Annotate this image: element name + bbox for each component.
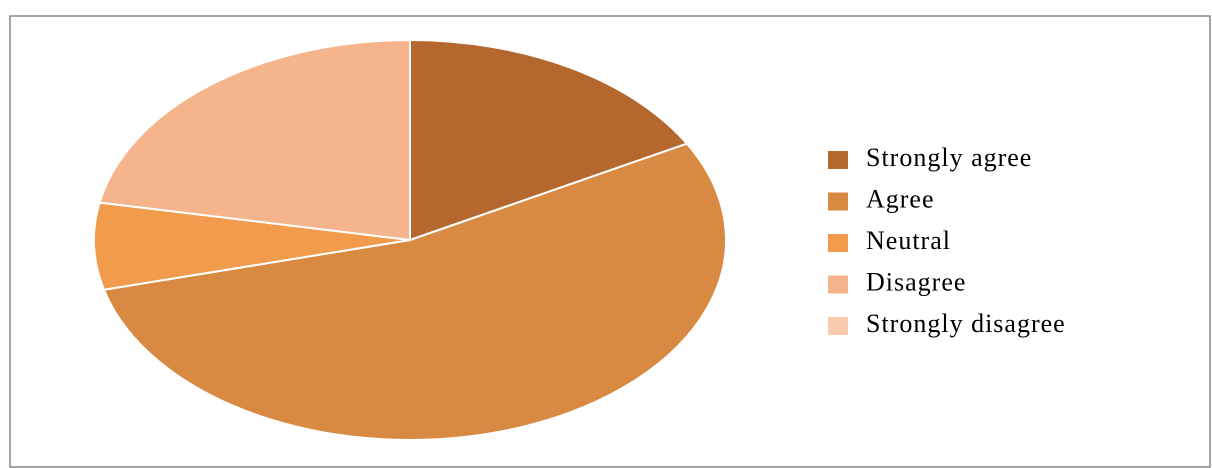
legend-swatch bbox=[828, 275, 848, 294]
legend-label: Neutral bbox=[866, 226, 951, 255]
legend-swatch bbox=[828, 317, 848, 335]
legend-swatch bbox=[828, 192, 848, 211]
pie-slice bbox=[102, 142, 727, 441]
legend-swatch bbox=[828, 234, 848, 252]
legend-label: Strongly disagree bbox=[866, 309, 1066, 338]
legend-label: Strongly agree bbox=[866, 143, 1032, 172]
legend-swatch bbox=[828, 151, 848, 169]
pie-slice bbox=[98, 38, 411, 242]
pie-slice bbox=[409, 38, 689, 242]
legend-label: Agree bbox=[866, 184, 935, 213]
pie-slice bbox=[93, 201, 411, 291]
legend-label: Disagree bbox=[866, 267, 966, 296]
